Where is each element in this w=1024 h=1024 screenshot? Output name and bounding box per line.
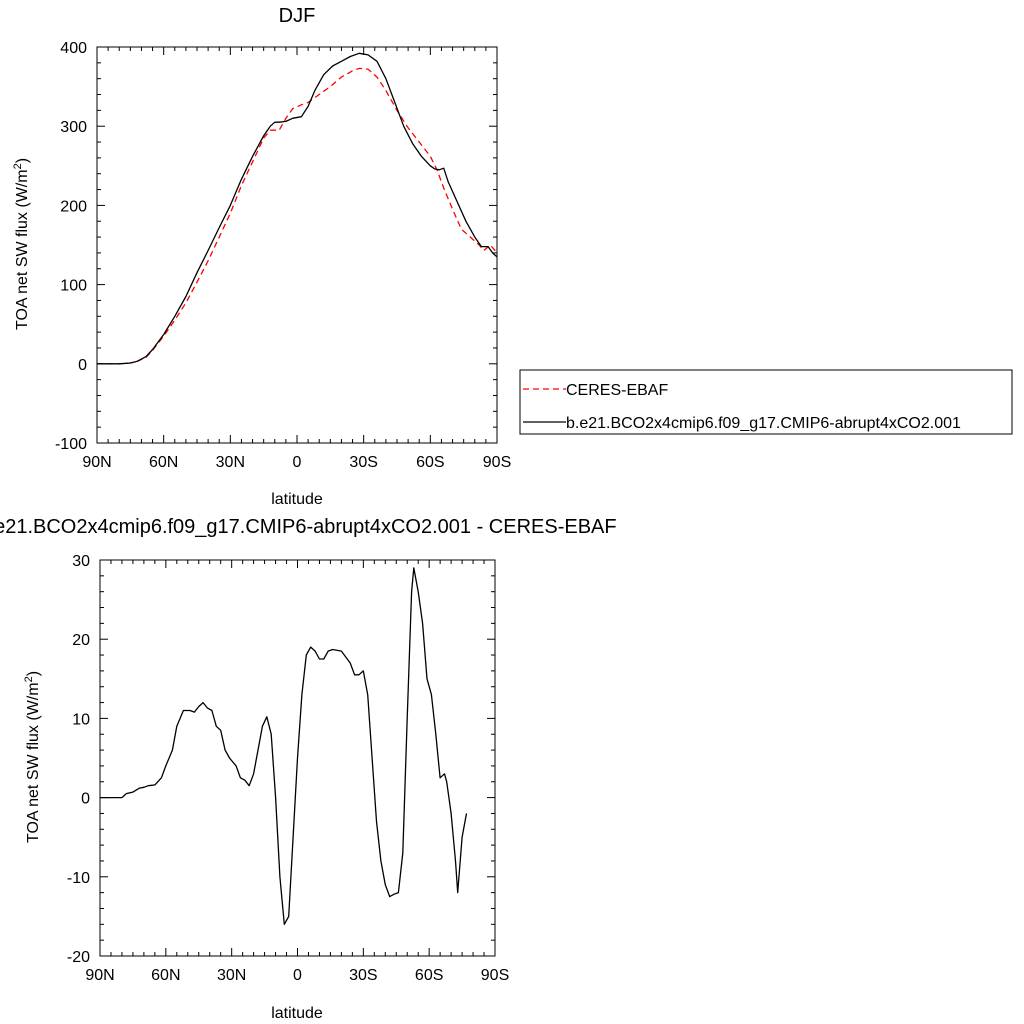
top-y-tick-label: 400 bbox=[60, 40, 87, 57]
top-y-tick-label: 100 bbox=[60, 278, 87, 295]
top-panel: DJF 90N 60N 30N 0 30S 60S 90S -100 0 100 200 300 400… bbox=[12, 5, 511, 508]
bottom-x-tick-label: 90N bbox=[85, 967, 114, 984]
bottom-y-tick-label: 20 bbox=[72, 632, 90, 649]
bottom-x-axis-label: latitude bbox=[271, 1005, 323, 1022]
bottom-y-axis-label-close: ) bbox=[25, 671, 42, 676]
bottom-x-tick-label: 30N bbox=[217, 967, 246, 984]
top-y-tick-label: -100 bbox=[55, 436, 87, 453]
bottom-y-axis-label-superscript: 2 bbox=[23, 676, 35, 682]
top-x-tick-label: 60S bbox=[416, 454, 444, 471]
top-x-tick-label: 90N bbox=[82, 454, 111, 471]
bottom-x-tick-label: 0 bbox=[293, 967, 302, 984]
top-plot-area: 90N 60N 30N 0 30S 60S 90S -100 0 100 200 300 400 bbox=[55, 40, 511, 471]
top-y-axis-label-main: TOA net SW flux (W/m bbox=[14, 169, 31, 330]
bottom-series-line-difference bbox=[100, 567, 468, 925]
legend: CERES-EBAF b.e21.BCO2x4cmip6.f09_g17.CMI… bbox=[519, 369, 1013, 435]
top-y-axis-label-close: ) bbox=[14, 158, 31, 163]
top-x-tick-label: 30N bbox=[216, 454, 245, 471]
top-panel-title: DJF bbox=[279, 5, 316, 27]
top-x-tick-label: 30S bbox=[349, 454, 377, 471]
bottom-x-tick-label: 60S bbox=[415, 967, 443, 984]
bottom-y-tick-label: 10 bbox=[72, 711, 90, 728]
bottom-y-axis-label-main: TOA net SW flux (W/m bbox=[25, 682, 42, 843]
bottom-x-tick-label: 30S bbox=[349, 967, 377, 984]
top-y-tick-label: 0 bbox=[78, 357, 87, 374]
bottom-x-tick-label: 60N bbox=[151, 967, 180, 984]
top-x-tick-label: 90S bbox=[483, 454, 511, 471]
bottom-y-tick-label: -20 bbox=[67, 949, 90, 966]
legend-box bbox=[519, 369, 1013, 435]
bottom-y-tick-label: 30 bbox=[72, 553, 90, 570]
bottom-panel: b.e21.BCO2x4cmip6.f09_g17.CMIP6-abrupt4x… bbox=[0, 516, 617, 1022]
bottom-y-tick-label: -10 bbox=[67, 870, 90, 887]
top-y-tick-label: 200 bbox=[60, 198, 87, 215]
top-y-axis-label: TOA net SW flux (W/m2) bbox=[12, 158, 31, 330]
top-y-tick-label: 300 bbox=[60, 119, 87, 136]
bottom-x-tick-label: 90S bbox=[481, 967, 509, 984]
legend-label-model: b.e21.BCO2x4cmip6.f09_g17.CMIP6-abrupt4x… bbox=[566, 415, 961, 432]
top-series-line-ceres-ebaf bbox=[97, 67, 498, 365]
bottom-y-tick-label: 0 bbox=[81, 791, 90, 808]
top-x-axis-label: latitude bbox=[271, 491, 323, 508]
bottom-y-axis-label: TOA net SW flux (W/m2) bbox=[23, 671, 42, 843]
top-x-tick-label: 0 bbox=[293, 454, 302, 471]
top-x-tick-label: 60N bbox=[149, 454, 178, 471]
bottom-panel-title: b.e21.BCO2x4cmip6.f09_g17.CMIP6-abrupt4x… bbox=[0, 516, 617, 538]
top-y-axis-label-superscript: 2 bbox=[12, 163, 24, 169]
legend-label-ceres: CERES-EBAF bbox=[566, 382, 668, 399]
top-series-line-b-e21-bco2x4cmip6-f09-g17-cmip6-abrupt4xco2-001 bbox=[97, 52, 498, 365]
bottom-plot-area: 90N 60N 30N 0 30S 60S 90S -20 -10 0 10 20 30 bbox=[67, 553, 509, 984]
